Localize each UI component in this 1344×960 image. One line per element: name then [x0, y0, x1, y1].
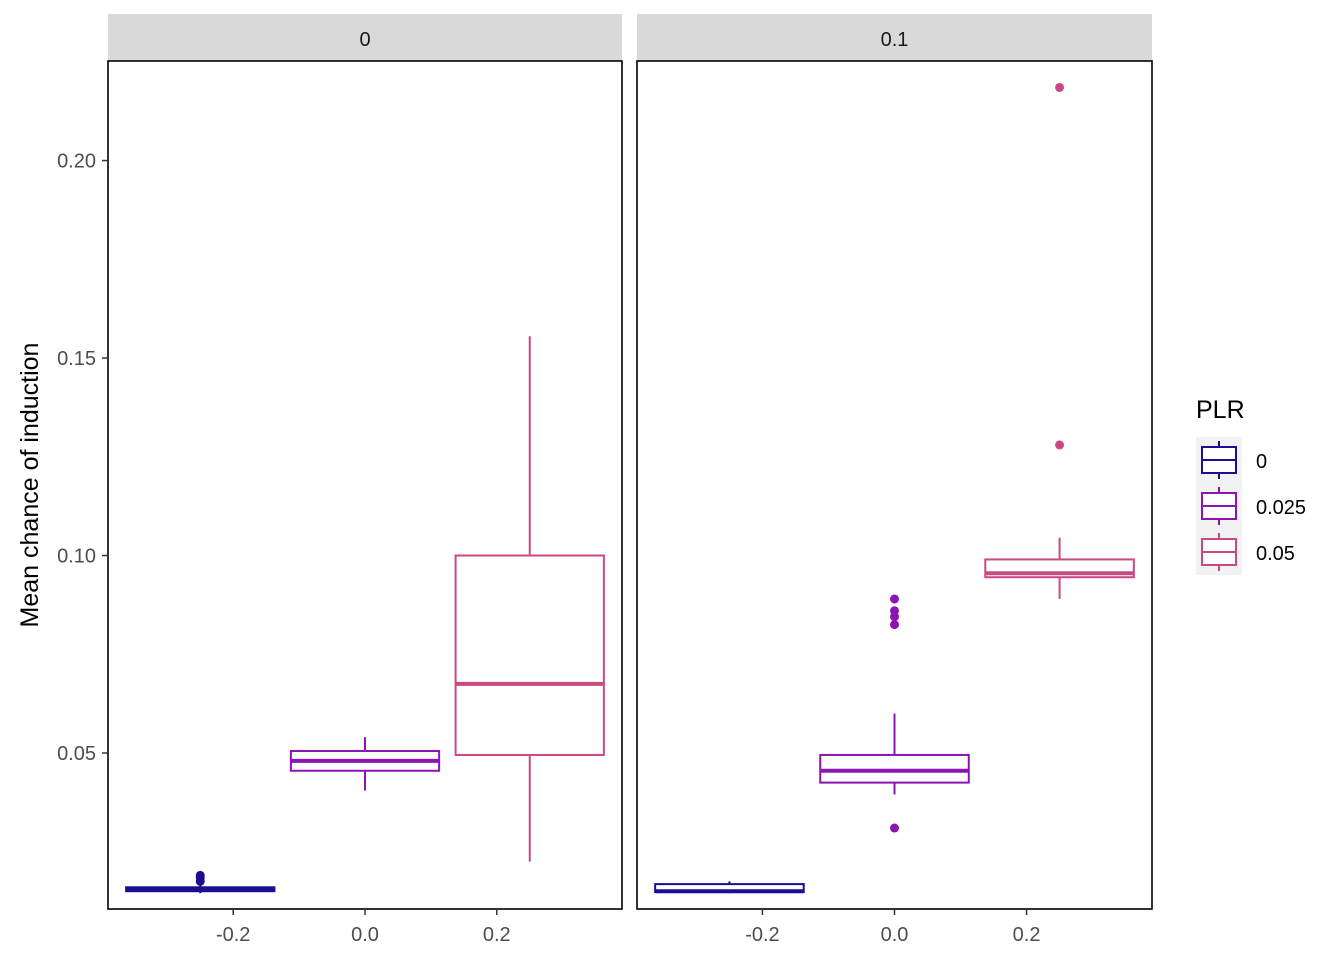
- box-0.05: [454, 554, 605, 756]
- x-tick-label: 0.2: [1013, 924, 1041, 946]
- facet-strip-label: 0.1: [881, 29, 909, 51]
- facet-strip: [637, 14, 1152, 61]
- legend-label: 0: [1256, 451, 1267, 473]
- y-tick-label: 0.05: [57, 743, 96, 765]
- legend-label: 0.025: [1256, 497, 1306, 519]
- x-tick-label: -0.2: [216, 924, 250, 946]
- y-tick-label: 0.20: [57, 151, 96, 173]
- outlier-point: [890, 823, 899, 833]
- x-tick-label: 0.0: [881, 924, 909, 946]
- x-tick-label: -0.2: [745, 924, 779, 946]
- outlier-point: [890, 606, 899, 616]
- x-tick-label: 0.0: [351, 924, 379, 946]
- x-tick-label: 0.2: [483, 924, 511, 946]
- outlier-point: [1055, 440, 1065, 450]
- y-tick-label: 0.10: [57, 546, 96, 568]
- outlier-point: [890, 594, 899, 604]
- legend-title: PLR: [1196, 396, 1245, 424]
- facet-strip: [108, 14, 622, 61]
- outlier-point: [195, 870, 205, 880]
- y-axis-title: Mean chance of induction: [16, 343, 44, 628]
- facet-strip-label: 0: [359, 29, 370, 51]
- outlier-point: [1055, 82, 1065, 92]
- legend-label: 0.05: [1256, 543, 1295, 565]
- outlier-point: [890, 620, 899, 630]
- y-tick-label: 0.15: [57, 348, 96, 370]
